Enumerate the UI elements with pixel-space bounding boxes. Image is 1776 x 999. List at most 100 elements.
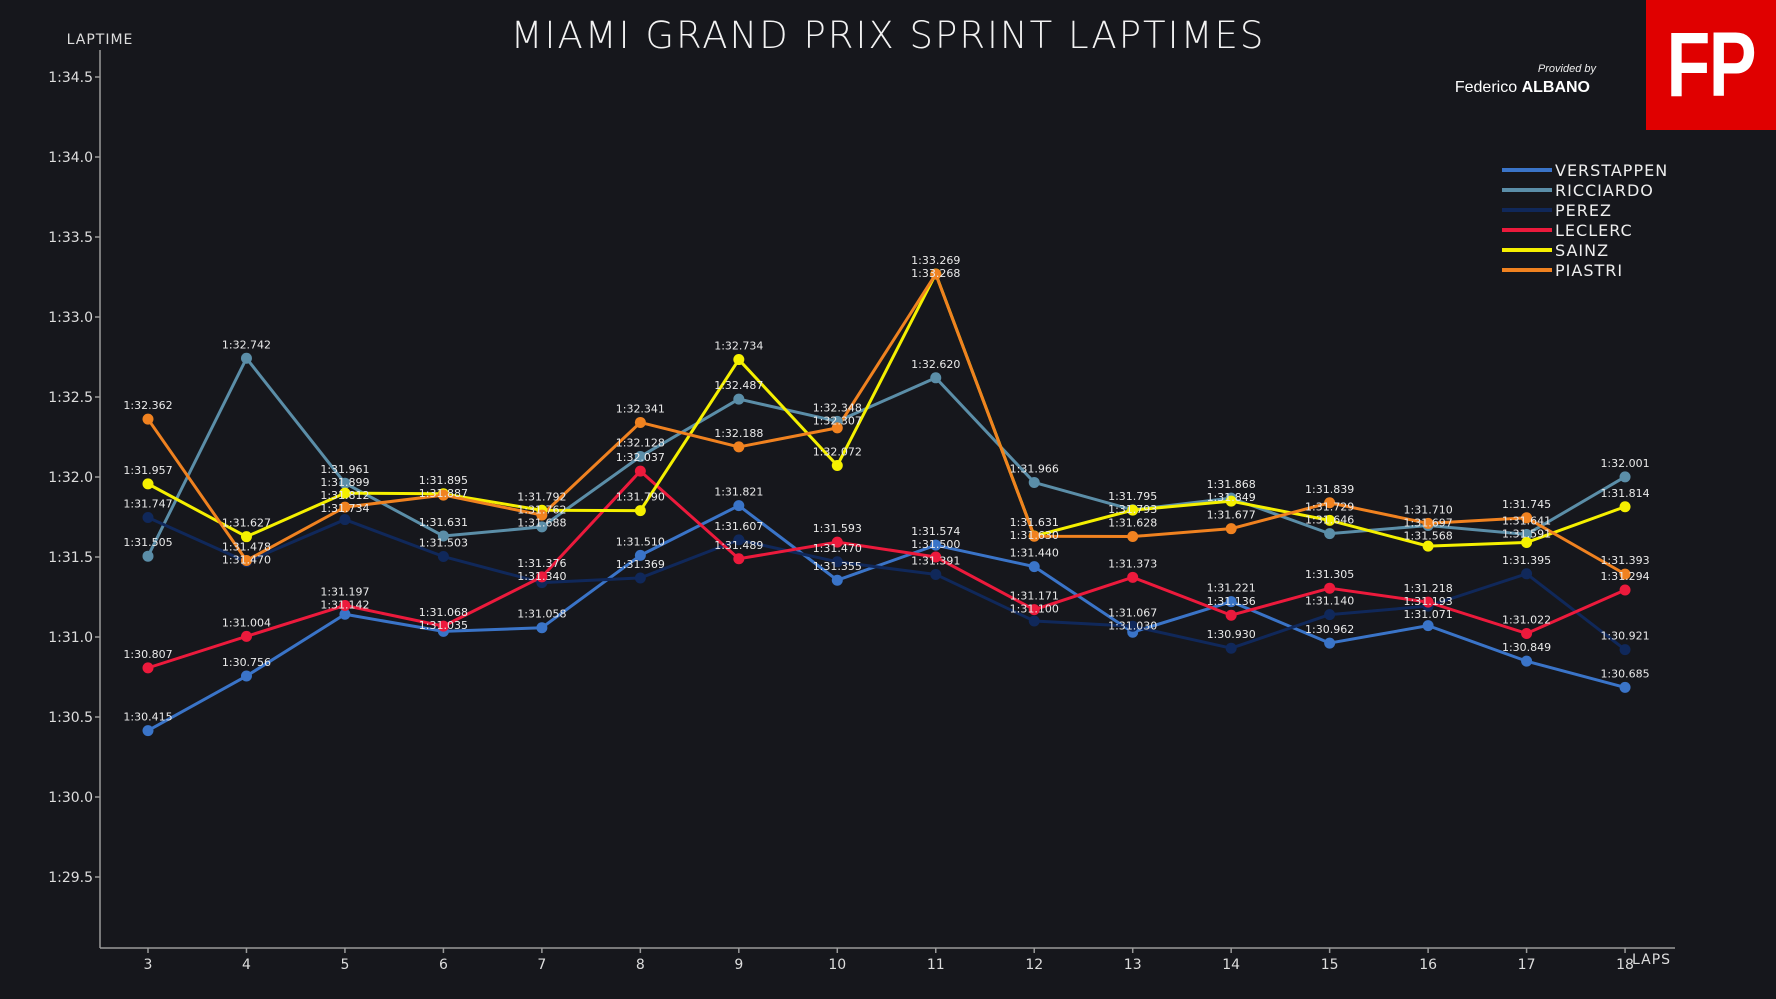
data-point-ricciardo	[437, 530, 449, 542]
data-point-perez	[1521, 568, 1533, 580]
data-point-piastri	[1225, 523, 1237, 535]
data-label-verstappen: 1:31.221	[1207, 582, 1256, 595]
data-point-sainz	[831, 459, 843, 471]
data-label-perez: 1:31.607	[714, 520, 763, 533]
data-label-verstappen: 1:30.756	[222, 656, 271, 669]
data-label-ricciardo: 1:31.641	[1502, 514, 1551, 527]
author-credit: Federico ALBANO	[1455, 79, 1590, 97]
data-label-ricciardo: 1:31.868	[1207, 478, 1256, 491]
data-label-sainz: 1:32.072	[813, 445, 862, 458]
data-point-perez	[142, 511, 154, 523]
data-point-piastri	[1324, 497, 1336, 509]
x-tick-label: 10	[828, 957, 846, 973]
data-point-verstappen	[1521, 655, 1533, 667]
y-tick-label: 1:34.0	[48, 150, 93, 166]
data-label-sainz: 1:31.899	[320, 476, 369, 489]
data-label-piastri: 1:32.307	[813, 414, 862, 427]
data-label-perez: 1:31.193	[1404, 595, 1453, 608]
data-point-ricciardo	[634, 451, 646, 463]
data-point-verstappen	[1028, 561, 1040, 573]
data-label-verstappen: 1:31.355	[813, 560, 862, 573]
y-tick-label: 1:33.5	[48, 230, 93, 246]
data-point-verstappen	[1225, 596, 1237, 608]
legend-swatch	[1502, 208, 1552, 212]
data-label-ricciardo: 1:32.487	[714, 379, 763, 392]
data-point-piastri	[930, 268, 942, 280]
series-line-verstappen	[147, 504, 1626, 732]
data-label-piastri: 1:31.762	[517, 503, 566, 516]
data-label-piastri: 1:32.341	[616, 402, 665, 415]
data-point-piastri	[831, 422, 843, 434]
data-label-sainz: 1:33.269	[911, 254, 960, 267]
data-point-leclerc	[1028, 604, 1040, 616]
y-tick-label: 1:33.0	[48, 310, 93, 326]
data-label-perez: 1:31.395	[1502, 554, 1551, 567]
legend-swatch	[1502, 268, 1552, 272]
data-point-leclerc	[1422, 596, 1434, 608]
data-label-verstappen: 1:31.030	[1108, 619, 1157, 632]
data-label-leclerc: 1:31.305	[1305, 568, 1354, 581]
data-point-verstappen	[240, 670, 252, 682]
legend-swatch	[1502, 228, 1552, 232]
data-point-verstappen	[634, 549, 646, 561]
data-point-verstappen	[831, 574, 843, 586]
legend-item-ricciardo: RICCIARDO	[1502, 180, 1668, 200]
series-line-leclerc	[147, 469, 1626, 670]
data-point-leclerc	[634, 465, 646, 477]
y-tick-label: 1:29.5	[48, 870, 93, 886]
data-point-leclerc	[1225, 609, 1237, 621]
y-tick-label: 1:30.0	[48, 790, 93, 806]
legend-item-verstappen: VERSTAPPEN	[1502, 160, 1668, 180]
legend-item-leclerc: LECLERC	[1502, 220, 1668, 240]
data-label-sainz: 1:31.729	[1305, 500, 1354, 513]
data-label-verstappen: 1:31.440	[1010, 547, 1059, 560]
data-label-verstappen: 1:31.035	[419, 619, 468, 632]
data-point-perez	[339, 514, 351, 526]
data-label-ricciardo: 1:31.631	[419, 516, 468, 529]
y-tick-label: 1:31.5	[48, 550, 93, 566]
data-point-leclerc	[240, 630, 252, 642]
data-label-ricciardo: 1:31.505	[123, 536, 172, 549]
data-point-verstappen	[930, 539, 942, 551]
y-tick-label: 1:34.5	[48, 70, 93, 86]
data-label-verstappen: 1:31.071	[1404, 608, 1453, 621]
data-label-perez: 1:31.391	[911, 554, 960, 567]
chart-title: MIAMI GRAND PRIX SPRINT LAPTIMES	[510, 14, 1266, 57]
data-point-sainz	[634, 505, 646, 517]
data-label-perez: 1:31.470	[222, 554, 271, 567]
data-point-perez	[1127, 620, 1139, 632]
data-point-piastri	[1028, 530, 1040, 542]
data-point-ricciardo	[930, 372, 942, 384]
data-label-piastri: 1:32.362	[123, 399, 172, 412]
data-label-sainz: 1:31.631	[1010, 516, 1059, 529]
data-point-leclerc	[437, 620, 449, 632]
data-label-sainz: 1:31.792	[517, 490, 566, 503]
x-tick-label: 12	[1025, 957, 1043, 973]
data-point-leclerc	[536, 571, 548, 583]
data-label-sainz: 1:31.793	[1108, 503, 1157, 516]
data-label-leclerc: 1:31.489	[714, 539, 763, 552]
data-label-leclerc: 1:31.373	[1108, 557, 1157, 570]
data-point-piastri	[1521, 512, 1533, 524]
author-first-name: Federico	[1454, 79, 1518, 96]
data-label-piastri: 1:32.188	[714, 427, 763, 440]
x-tick-label: 13	[1124, 957, 1142, 973]
data-label-sainz: 1:31.895	[419, 474, 468, 487]
data-point-sainz	[1619, 501, 1631, 513]
data-label-perez: 1:31.734	[320, 502, 369, 515]
series-line-sainz	[147, 272, 1626, 548]
data-label-leclerc: 1:32.037	[616, 451, 665, 464]
data-label-ricciardo: 1:31.795	[1108, 490, 1157, 503]
legend-label: LECLERC	[1555, 220, 1633, 240]
data-label-piastri: 1:31.630	[1010, 529, 1059, 542]
data-point-leclerc	[1324, 582, 1336, 594]
data-label-verstappen: 1:31.058	[517, 608, 566, 621]
data-point-verstappen	[339, 608, 351, 620]
data-label-piastri: 1:31.812	[320, 489, 369, 502]
data-point-leclerc	[142, 662, 154, 674]
y-tick-label: 1:31.0	[48, 630, 93, 646]
data-label-ricciardo: 1:32.128	[616, 437, 665, 450]
data-label-sainz: 1:31.957	[123, 464, 172, 477]
data-label-piastri: 1:31.710	[1404, 503, 1453, 516]
legend-label: PEREZ	[1555, 200, 1612, 220]
